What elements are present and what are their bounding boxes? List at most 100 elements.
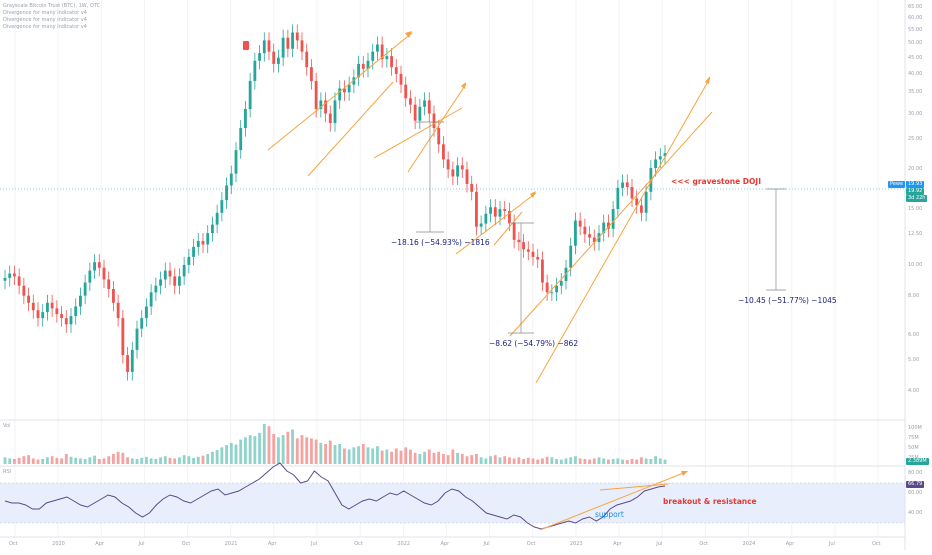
volume-bar (225, 445, 228, 464)
volume-bar (277, 437, 280, 464)
candle (107, 279, 111, 289)
volume-bar (159, 457, 162, 464)
rsi-tick-label: 60.00 (908, 490, 923, 496)
candle (225, 185, 228, 201)
price-tick-label: 8.00 (908, 292, 920, 299)
volume-bar (630, 459, 634, 464)
candle (503, 209, 507, 211)
volume-bar (357, 446, 360, 464)
volume-bar (376, 446, 379, 464)
volume-bar (343, 448, 346, 464)
candle (352, 77, 356, 85)
candle (319, 100, 323, 110)
candle (512, 222, 516, 240)
candle (654, 159, 657, 169)
volume-bar (112, 454, 115, 464)
time-tick-label: 2020 (52, 541, 65, 547)
volume-bar (300, 435, 304, 464)
volume-bar (121, 452, 125, 464)
candle (366, 60, 370, 69)
time-tick-label: Oct (9, 541, 18, 547)
rsi-value-tag: 66.79 (906, 481, 925, 488)
volume-bar (215, 450, 219, 464)
volume-bar (371, 448, 375, 464)
candle (121, 318, 125, 356)
volume-bar (399, 450, 403, 464)
volume-bar (451, 449, 455, 464)
volume-bar (460, 454, 464, 464)
volume-bar (578, 458, 582, 464)
volume-bar (517, 457, 521, 464)
candle (140, 318, 144, 329)
volume-bar (611, 459, 615, 464)
candle (248, 80, 252, 110)
volume-bar (385, 449, 389, 464)
price-tick-label: 40.00 (908, 70, 923, 77)
candle (394, 67, 398, 74)
candle (168, 270, 172, 277)
candle (592, 237, 596, 243)
candle (41, 312, 45, 319)
candle (55, 308, 59, 315)
time-tick-label: Apr (95, 541, 104, 547)
candle (31, 302, 35, 311)
volume-bar (394, 448, 398, 464)
candle (526, 249, 530, 252)
candle (418, 106, 422, 121)
candle (93, 262, 96, 271)
candle (446, 159, 450, 170)
volume-bar (22, 456, 26, 464)
time-tick-label: Apr (785, 541, 795, 547)
candle (630, 187, 634, 199)
volume-bar (173, 458, 177, 464)
breakout-annotation: breakout & resistance (663, 497, 757, 506)
candle (272, 51, 276, 64)
volume-bar (319, 442, 323, 464)
volume-bar (475, 454, 478, 464)
time-tick-label: 2024 (742, 541, 756, 547)
volume-bar (352, 447, 356, 464)
channel-line-5 (455, 192, 537, 255)
volume-bar (541, 458, 544, 464)
candle (295, 32, 299, 41)
time-tick-label: 2022 (397, 541, 411, 547)
volume-bar (644, 458, 648, 464)
price-tick-label: 20.00 (908, 166, 923, 173)
volume-bar (79, 458, 82, 464)
candle (36, 310, 40, 319)
volume-bar (267, 426, 271, 464)
volume-tick-label: 75M (908, 435, 919, 441)
candle (135, 328, 139, 350)
candle (550, 292, 554, 294)
volume-bar (107, 456, 111, 464)
price-tick-label: 30.00 (908, 110, 923, 117)
candle (178, 276, 181, 286)
candle (17, 276, 21, 286)
candle (145, 306, 148, 319)
price-tick-label: 65.00 (908, 3, 923, 10)
volume-bar (60, 458, 63, 464)
trend-channels (267, 32, 713, 531)
volume-bar (140, 457, 144, 464)
current-price-value: 19.93 (906, 181, 925, 188)
volume-bar (526, 457, 530, 464)
candle (300, 40, 304, 52)
candle (640, 205, 643, 213)
rsi-resistance-line (599, 483, 669, 491)
candle (371, 51, 375, 61)
price-tick-label: 10.00 (908, 261, 923, 268)
indicator-line-3: Divergence for many indicator v4 (3, 24, 87, 30)
volume-bar (201, 455, 205, 464)
volume-bar (442, 454, 445, 464)
measure-label-1: −18.16 (−54.93%) −1816 (391, 238, 490, 247)
volume-bar (333, 445, 337, 464)
candle (427, 100, 431, 114)
indicator-line-2: Divergence for many indicator v4 (3, 17, 87, 23)
candle (159, 279, 162, 286)
candle (545, 282, 549, 293)
candle (64, 318, 68, 325)
candle (625, 182, 629, 188)
volume-bar (545, 456, 549, 464)
volume-bar (55, 457, 59, 464)
price-tick-label: 12.50 (908, 231, 923, 238)
